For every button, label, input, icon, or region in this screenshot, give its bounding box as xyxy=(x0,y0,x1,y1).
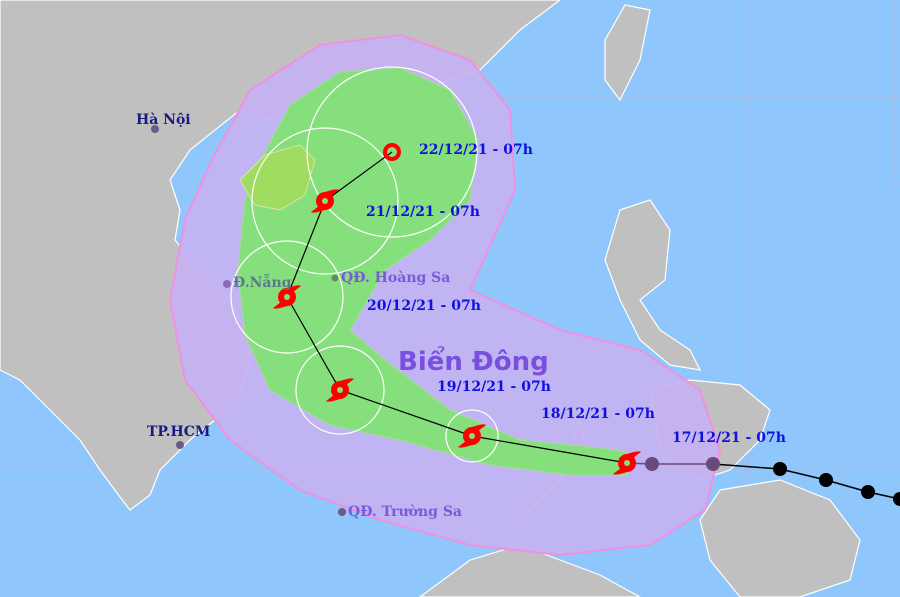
forecast-storm-icons xyxy=(273,143,641,475)
typhoon-red-icon xyxy=(273,285,301,309)
typhoon-black-icon xyxy=(893,492,900,506)
city-dot-icon xyxy=(338,508,346,516)
time-label: 17/12/21 - 07h xyxy=(672,430,786,446)
time-label: 20/12/21 - 07h xyxy=(367,298,481,314)
time-label: 18/12/21 - 07h xyxy=(541,406,655,422)
wind-radius-circles xyxy=(230,66,499,463)
typhoon-black-icon xyxy=(861,485,875,499)
place-label-danang: Đ.Nẵng xyxy=(233,275,292,291)
land-taiwan xyxy=(604,4,651,102)
land-mindanao xyxy=(699,479,861,597)
sea-name-label: Biển Đông xyxy=(398,347,549,377)
typhoon-black-icon xyxy=(773,462,787,476)
land-luzon xyxy=(604,199,702,371)
typhoon-red-icon xyxy=(326,378,354,402)
time-label: 22/12/21 - 07h xyxy=(419,142,533,158)
city-dot-icon xyxy=(151,125,159,133)
land-hainan-overlay xyxy=(239,144,316,211)
place-label-truong-sa: QĐ. Trường Sa xyxy=(348,504,462,520)
place-label-hanoi: Hà Nội xyxy=(136,112,191,128)
time-label: 19/12/21 - 07h xyxy=(437,379,551,395)
typhoon-black-icon xyxy=(819,473,833,487)
place-label-tphcm: TP.HCM xyxy=(147,424,211,440)
time-label: 21/12/21 - 07h xyxy=(366,204,480,220)
land-borneo xyxy=(418,544,641,597)
typhoon-red-icon xyxy=(458,424,486,448)
city-dots xyxy=(151,125,346,516)
typhoon-red-icon xyxy=(383,143,401,161)
forecast-track xyxy=(286,151,628,464)
typhoon-purple-icon xyxy=(706,457,720,471)
typhoon-purple-icon xyxy=(645,457,659,471)
city-dot-icon xyxy=(223,280,231,288)
past-storm-icons xyxy=(645,457,900,506)
city-dot-icon xyxy=(176,441,184,449)
typhoon-red-icon xyxy=(311,189,339,213)
typhoon-red-icon xyxy=(613,451,641,475)
city-dot-icon xyxy=(331,274,339,282)
place-label-hoang-sa: QĐ. Hoàng Sa xyxy=(341,270,451,286)
